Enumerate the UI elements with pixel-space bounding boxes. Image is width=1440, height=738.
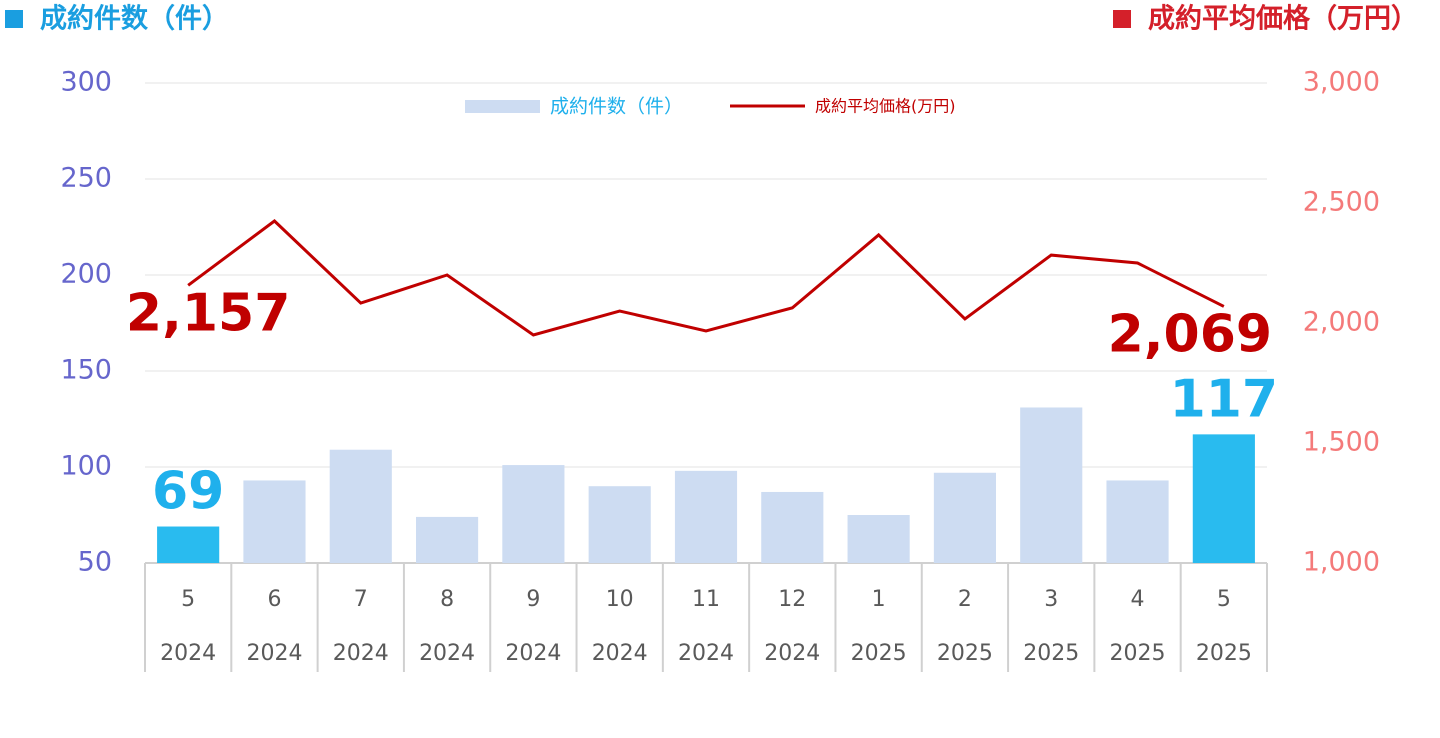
y-tick-label: 150 xyxy=(60,355,112,386)
y2-tick-label: 2,000 xyxy=(1303,307,1380,338)
bar xyxy=(674,470,738,563)
bar xyxy=(416,516,479,563)
x-group-label: 2024 xyxy=(419,641,475,666)
data-label: 2,069 xyxy=(1108,304,1272,364)
bar xyxy=(1192,434,1255,563)
x-group-label: 2024 xyxy=(505,641,561,666)
y2-tick-label: 2,500 xyxy=(1303,187,1380,218)
x-tick-label: 5 xyxy=(181,587,195,612)
x-tick-label: 11 xyxy=(692,587,720,612)
bar xyxy=(1020,407,1083,563)
bar xyxy=(933,472,996,563)
bar xyxy=(761,491,824,563)
y2-tick-label: 1,000 xyxy=(1303,547,1380,578)
x-group-label: 2025 xyxy=(1110,641,1166,666)
bar xyxy=(243,480,306,563)
x-group-label: 2024 xyxy=(764,641,820,666)
x-tick-label: 5 xyxy=(1217,587,1231,612)
data-label: 69 xyxy=(152,462,224,522)
bar xyxy=(847,515,910,563)
y-tick-label: 50 xyxy=(78,547,112,578)
x-tick-label: 9 xyxy=(526,587,540,612)
x-group-label: 2025 xyxy=(1196,641,1252,666)
x-group-label: 2024 xyxy=(592,641,648,666)
x-group-label: 2025 xyxy=(937,641,993,666)
y2-axis-title: 成約平均価格（万円） xyxy=(1148,3,1418,35)
data-label: 117 xyxy=(1170,369,1279,429)
x-tick-label: 2 xyxy=(958,587,972,612)
x-group-label: 2024 xyxy=(160,641,216,666)
y-tick-label: 100 xyxy=(60,451,112,482)
legend-label: 成約件数（件） xyxy=(550,96,683,118)
x-tick-label: 7 xyxy=(354,587,368,612)
x-group-label: 2024 xyxy=(246,641,302,666)
bar xyxy=(1106,480,1169,563)
x-group-label: 2025 xyxy=(851,641,907,666)
data-label: 2,157 xyxy=(126,283,290,343)
bar xyxy=(588,486,651,563)
x-tick-label: 8 xyxy=(440,587,454,612)
x-group-label: 2025 xyxy=(1023,641,1079,666)
x-tick-label: 12 xyxy=(778,587,806,612)
x-group-label: 2024 xyxy=(333,641,389,666)
bar xyxy=(157,526,220,563)
y2-tick-label: 3,000 xyxy=(1303,67,1380,98)
legend-label: 成約平均価格(万円) xyxy=(815,97,956,116)
x-tick-label: 1 xyxy=(872,587,886,612)
x-tick-label: 10 xyxy=(606,587,634,612)
y2-tick-label: 1,500 xyxy=(1303,427,1380,458)
legend-square xyxy=(1113,10,1131,28)
line xyxy=(187,219,1225,337)
y-tick-label: 250 xyxy=(60,163,112,194)
y-axis-title: 成約件数（件） xyxy=(40,3,229,35)
x-group-label: 2024 xyxy=(678,641,734,666)
y-tick-label: 300 xyxy=(60,67,112,98)
legend-square xyxy=(5,10,23,28)
legend-swatch xyxy=(465,100,540,113)
x-tick-label: 4 xyxy=(1131,587,1145,612)
bar xyxy=(329,449,392,563)
y-tick-label: 200 xyxy=(60,259,112,290)
bar xyxy=(502,465,565,563)
x-tick-label: 3 xyxy=(1044,587,1058,612)
x-tick-label: 6 xyxy=(267,587,281,612)
